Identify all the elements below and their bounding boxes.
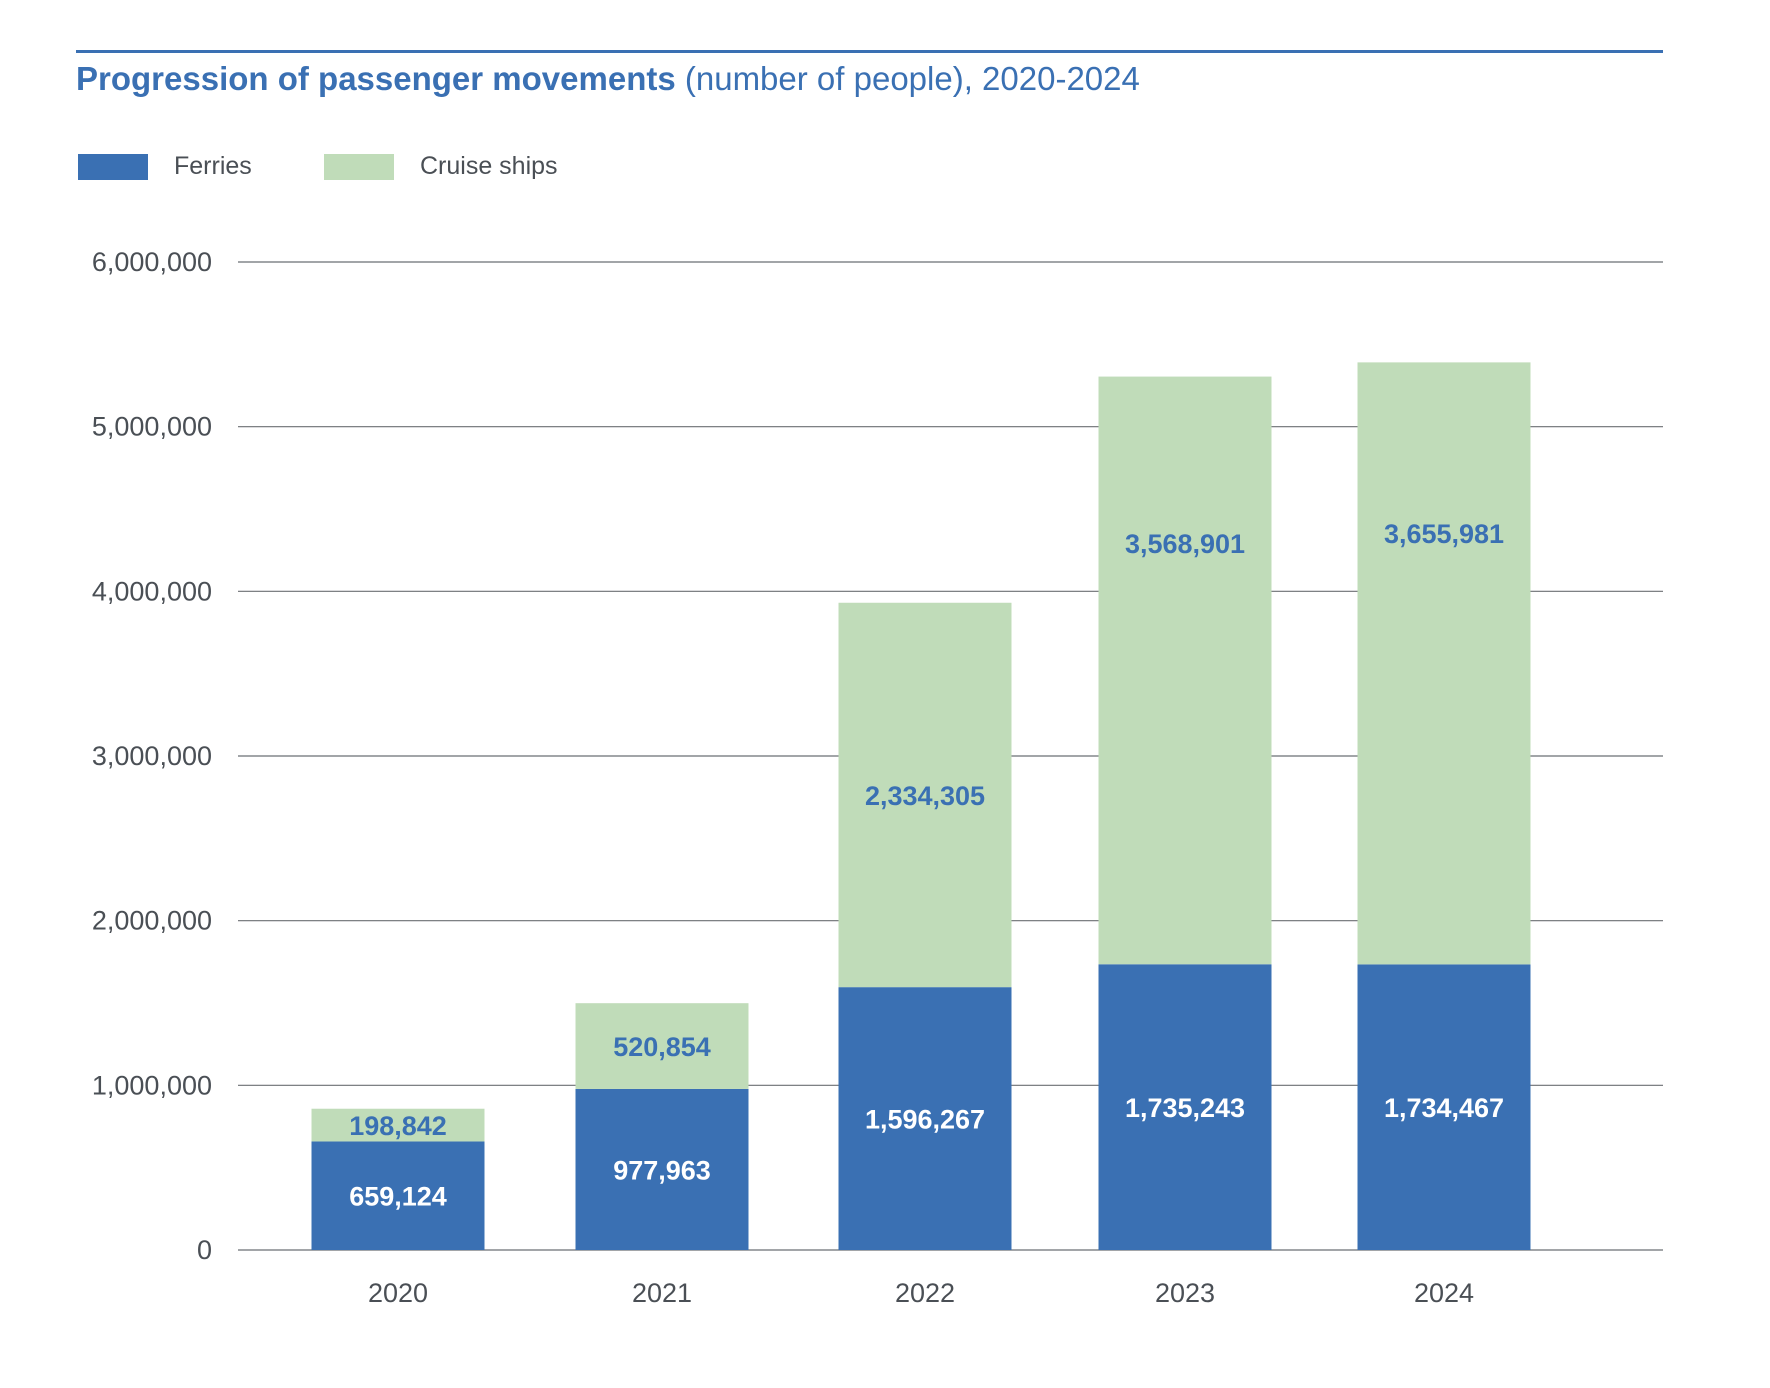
bar-ferries	[575, 1088, 749, 1250]
x-tick-label: 2022	[895, 1278, 955, 1308]
bar-cruise-ships	[1357, 362, 1531, 965]
chart-title: Progression of passenger movements (numb…	[76, 60, 1140, 98]
title-subtitle: (number of people), 2020-2024	[684, 60, 1140, 97]
title-main: Progression of passenger movements	[76, 60, 676, 97]
y-tick-label: 4,000,000	[92, 576, 212, 606]
data-label: 977,963	[613, 1155, 711, 1185]
bar-cruise-ships	[1098, 376, 1272, 965]
bar-cruise-ships	[311, 1108, 485, 1142]
x-tick-label: 2023	[1155, 1278, 1215, 1308]
bar-ferries	[311, 1141, 485, 1250]
data-label: 659,124	[349, 1182, 447, 1212]
bar-cruise-ships	[838, 602, 1012, 988]
y-tick-label: 2,000,000	[92, 906, 212, 936]
data-label: 1,734,467	[1384, 1093, 1504, 1123]
legend-item-cruise-ships: Cruise ships	[324, 152, 558, 181]
y-tick-label: 5,000,000	[92, 412, 212, 442]
x-tick-label: 2020	[368, 1278, 428, 1308]
data-label: 520,854	[613, 1032, 711, 1062]
bar-ferries	[1357, 964, 1531, 1250]
data-label: 3,655,981	[1384, 519, 1504, 549]
data-label: 2,334,305	[865, 781, 985, 811]
x-tick-label: 2024	[1414, 1278, 1474, 1308]
legend-item-ferries: Ferries	[78, 152, 252, 181]
bar-cruise-ships	[575, 1003, 749, 1089]
title-rule	[76, 50, 1663, 53]
y-tick-label: 3,000,000	[92, 741, 212, 771]
bar-ferries	[838, 987, 1012, 1250]
y-tick-label: 1,000,000	[92, 1070, 212, 1100]
data-label: 1,596,267	[865, 1105, 985, 1135]
legend-swatch-ferries	[78, 153, 148, 180]
data-label: 198,842	[349, 1111, 447, 1141]
legend-label-cruise-ships: Cruise ships	[420, 152, 558, 180]
bar-ferries	[1098, 964, 1272, 1250]
y-tick-label: 0	[197, 1235, 212, 1265]
data-label: 3,568,901	[1125, 529, 1245, 559]
legend-label-ferries: Ferries	[174, 152, 252, 180]
data-label: 1,735,243	[1125, 1093, 1245, 1123]
x-tick-label: 2021	[632, 1278, 692, 1308]
legend-swatch-cruise-ships	[324, 153, 394, 180]
y-tick-label: 6,000,000	[92, 247, 212, 277]
